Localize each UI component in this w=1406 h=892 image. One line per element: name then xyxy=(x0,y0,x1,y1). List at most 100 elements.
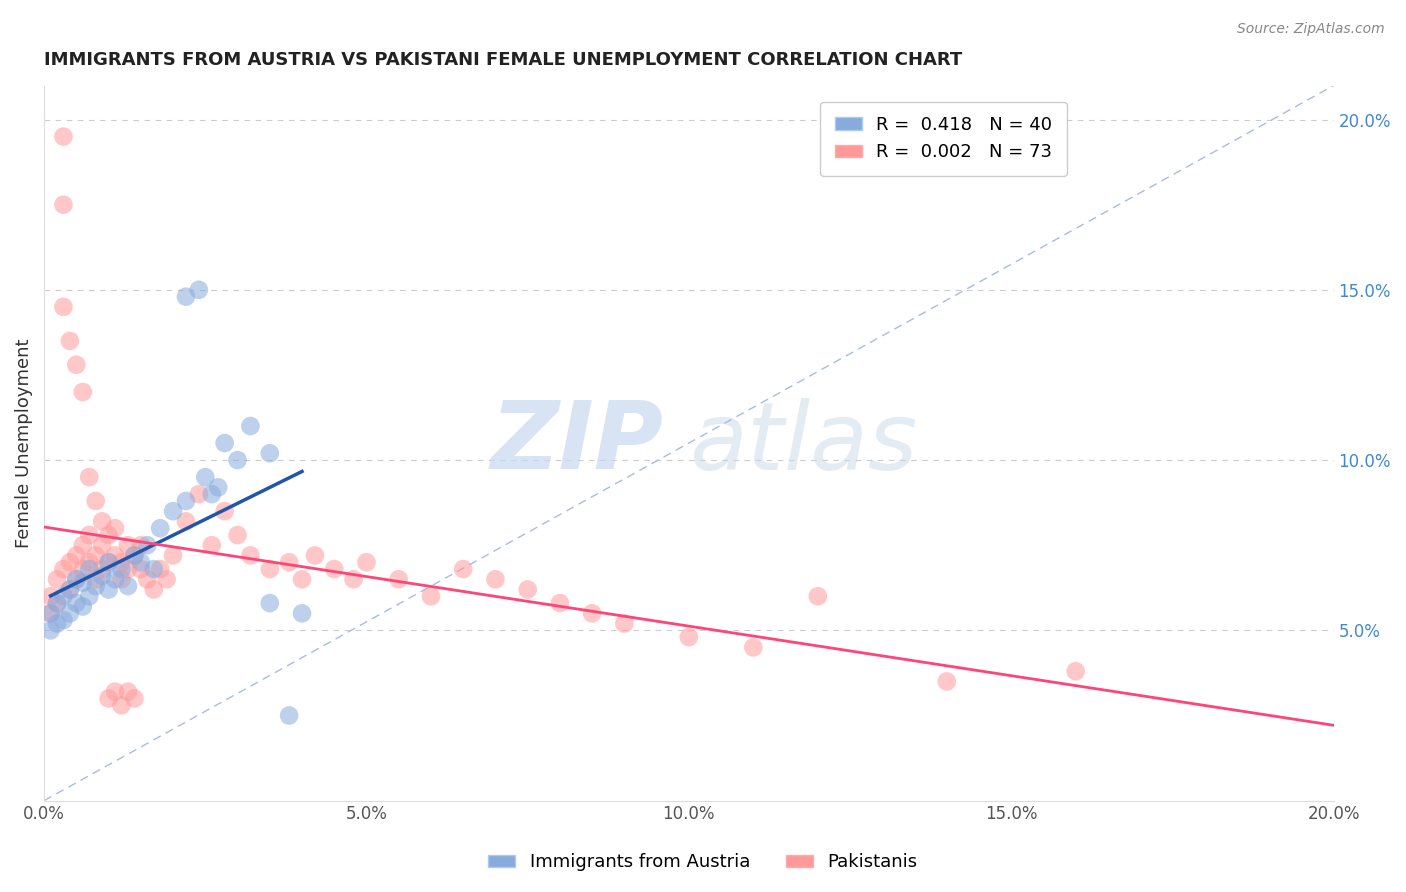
Point xyxy=(52,613,75,627)
Point xyxy=(388,572,411,586)
Text: Source: ZipAtlas.com: Source: ZipAtlas.com xyxy=(1237,22,1385,37)
Point xyxy=(84,579,107,593)
Point xyxy=(117,579,139,593)
Point xyxy=(65,358,87,372)
Point xyxy=(39,590,62,604)
Point xyxy=(239,419,262,434)
Point xyxy=(1064,664,1087,678)
Point xyxy=(65,549,87,563)
Point xyxy=(72,562,94,576)
Point xyxy=(678,630,700,644)
Point xyxy=(77,555,100,569)
Point xyxy=(142,562,165,576)
Point xyxy=(259,596,281,610)
Point xyxy=(613,616,636,631)
Point xyxy=(117,562,139,576)
Point xyxy=(77,562,100,576)
Point xyxy=(742,640,765,655)
Point xyxy=(39,607,62,621)
Point xyxy=(72,538,94,552)
Point xyxy=(124,549,146,563)
Point xyxy=(420,590,443,604)
Point xyxy=(72,384,94,399)
Point xyxy=(97,582,120,597)
Point xyxy=(516,582,538,597)
Point xyxy=(104,549,127,563)
Point xyxy=(46,572,69,586)
Point xyxy=(581,607,603,621)
Point xyxy=(124,691,146,706)
Point xyxy=(304,549,326,563)
Point xyxy=(77,528,100,542)
Point xyxy=(124,549,146,563)
Point xyxy=(201,487,224,501)
Point xyxy=(142,582,165,597)
Text: IMMIGRANTS FROM AUSTRIA VS PAKISTANI FEMALE UNEMPLOYMENT CORRELATION CHART: IMMIGRANTS FROM AUSTRIA VS PAKISTANI FEM… xyxy=(44,51,962,69)
Point xyxy=(214,504,236,518)
Point xyxy=(110,572,132,586)
Point xyxy=(259,446,281,460)
Point xyxy=(174,515,197,529)
Point xyxy=(65,596,87,610)
Point xyxy=(129,555,152,569)
Point xyxy=(97,555,120,569)
Point xyxy=(52,197,75,211)
Point xyxy=(46,596,69,610)
Point xyxy=(226,453,249,467)
Point xyxy=(65,572,87,586)
Point xyxy=(39,607,62,621)
Point xyxy=(72,575,94,590)
Point xyxy=(104,521,127,535)
Point xyxy=(52,129,75,144)
Point xyxy=(174,290,197,304)
Point xyxy=(97,528,120,542)
Point xyxy=(259,562,281,576)
Point xyxy=(342,572,364,586)
Point xyxy=(72,599,94,614)
Point xyxy=(129,562,152,576)
Point xyxy=(807,590,830,604)
Point xyxy=(97,691,120,706)
Point xyxy=(59,334,82,348)
Point xyxy=(194,470,217,484)
Point xyxy=(91,569,114,583)
Point xyxy=(935,674,957,689)
Point xyxy=(187,487,209,501)
Point xyxy=(46,616,69,631)
Point xyxy=(84,572,107,586)
Legend: R =  0.418   N = 40, R =  0.002   N = 73: R = 0.418 N = 40, R = 0.002 N = 73 xyxy=(820,102,1067,176)
Point xyxy=(136,538,159,552)
Text: ZIP: ZIP xyxy=(491,397,664,489)
Point xyxy=(110,698,132,713)
Point xyxy=(104,572,127,586)
Point xyxy=(91,515,114,529)
Point xyxy=(59,582,82,597)
Point xyxy=(39,624,62,638)
Point xyxy=(91,562,114,576)
Text: atlas: atlas xyxy=(689,398,917,489)
Point xyxy=(136,572,159,586)
Point xyxy=(77,470,100,484)
Point xyxy=(117,538,139,552)
Point xyxy=(451,562,474,576)
Point xyxy=(548,596,571,610)
Point xyxy=(77,590,100,604)
Y-axis label: Female Unemployment: Female Unemployment xyxy=(15,338,32,548)
Point xyxy=(52,590,75,604)
Point xyxy=(117,684,139,698)
Point xyxy=(110,555,132,569)
Point xyxy=(149,562,172,576)
Point xyxy=(104,684,127,698)
Point xyxy=(162,549,184,563)
Point xyxy=(52,300,75,314)
Point xyxy=(59,582,82,597)
Point xyxy=(356,555,378,569)
Point xyxy=(291,572,314,586)
Point xyxy=(278,708,301,723)
Point xyxy=(239,549,262,563)
Point xyxy=(187,283,209,297)
Point xyxy=(156,572,179,586)
Point xyxy=(59,555,82,569)
Point xyxy=(278,555,301,569)
Point xyxy=(323,562,346,576)
